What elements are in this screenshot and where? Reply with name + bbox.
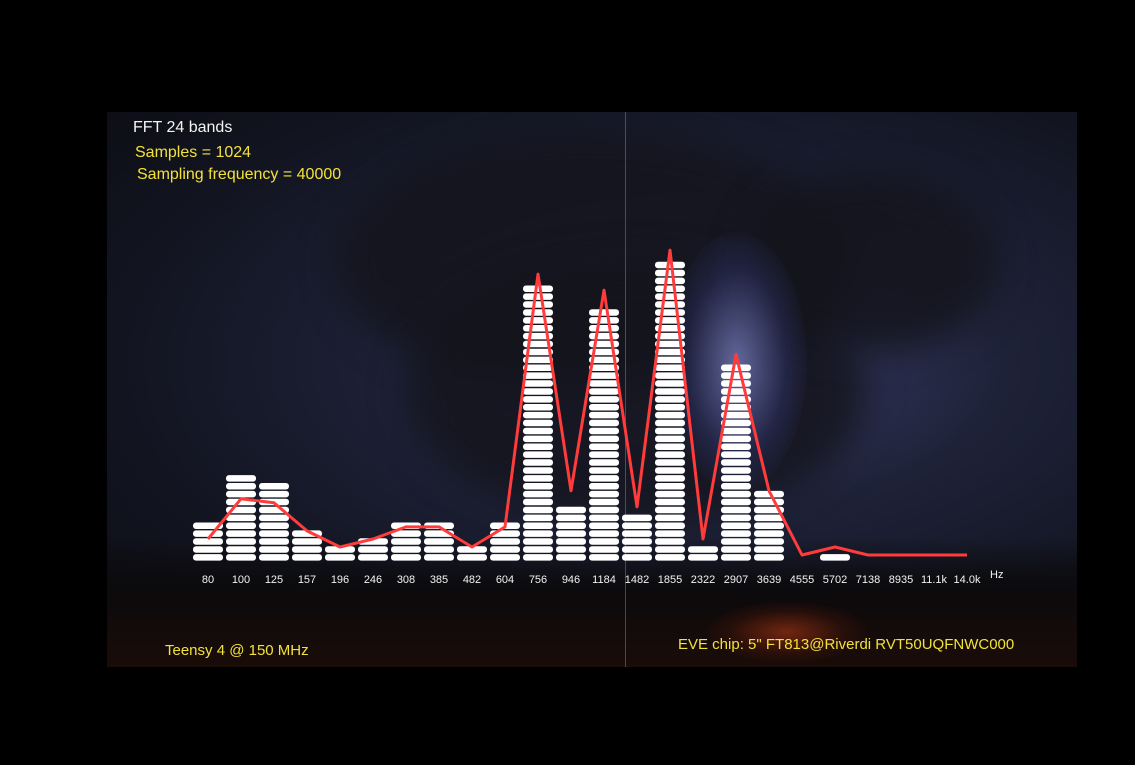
bar-756	[523, 285, 553, 561]
x-tick-label: 100	[232, 574, 250, 586]
x-tick-label: 1184	[592, 574, 616, 586]
bar-157	[292, 530, 322, 561]
x-tick-label: 14.0k	[954, 574, 981, 586]
x-tick-label: 125	[265, 574, 283, 586]
bar-604	[490, 522, 520, 561]
bar-100	[226, 475, 256, 561]
x-tick-label: 157	[298, 574, 316, 586]
bar-1482	[622, 514, 652, 561]
samples-label: Samples = 1024	[135, 144, 252, 161]
bar-2322	[688, 546, 718, 561]
x-tick-label: 1855	[658, 574, 682, 586]
bar-1855	[655, 261, 685, 561]
bar-385	[424, 522, 454, 561]
bar-3639	[754, 490, 784, 561]
x-tick-label: 3639	[757, 574, 781, 586]
x-tick-label: 11.1k	[921, 574, 948, 586]
bars-group	[193, 261, 850, 561]
board-label: Teensy 4 @ 150 MHz	[165, 642, 309, 659]
x-tick-label: 196	[331, 574, 349, 586]
x-tick-label: 946	[562, 574, 580, 586]
x-tick-label: 385	[430, 574, 448, 586]
x-tick-label: 308	[397, 574, 415, 586]
x-tick-label: 482	[463, 574, 481, 586]
x-tick-label: 756	[529, 574, 547, 586]
bar-5702	[820, 554, 850, 561]
chart-title: FFT 24 bands	[133, 119, 233, 136]
bar-2907	[721, 364, 751, 561]
bar-482	[457, 546, 487, 561]
x-tick-label: 1482	[625, 574, 649, 586]
x-tick-label: 604	[496, 574, 514, 586]
x-tick-label: 5702	[823, 574, 847, 586]
x-tick-label: 80	[202, 574, 214, 586]
x-tick-label: 8935	[889, 574, 913, 586]
x-tick-label: 2322	[691, 574, 715, 586]
chip-label: EVE chip: 5" FT813@Riverdi RVT50UQFNWC00…	[678, 636, 1015, 653]
spectrum-line	[206, 248, 967, 557]
sampling-frequency-label: Sampling frequency = 40000	[137, 166, 342, 183]
x-tick-label: 2907	[724, 574, 748, 586]
bar-946	[556, 506, 586, 561]
x-axis-ticks: 80 100 125 157 196 246 308 385 482 604 756 946 1184 1…	[202, 574, 981, 586]
x-tick-label: 246	[364, 574, 382, 586]
bar-196	[325, 546, 355, 561]
bar-125	[259, 483, 289, 561]
x-tick-label: 4555	[790, 574, 814, 586]
x-tick-label: 7138	[856, 574, 880, 586]
x-axis-unit: Hz	[990, 569, 1003, 581]
bar-1184	[589, 309, 619, 561]
